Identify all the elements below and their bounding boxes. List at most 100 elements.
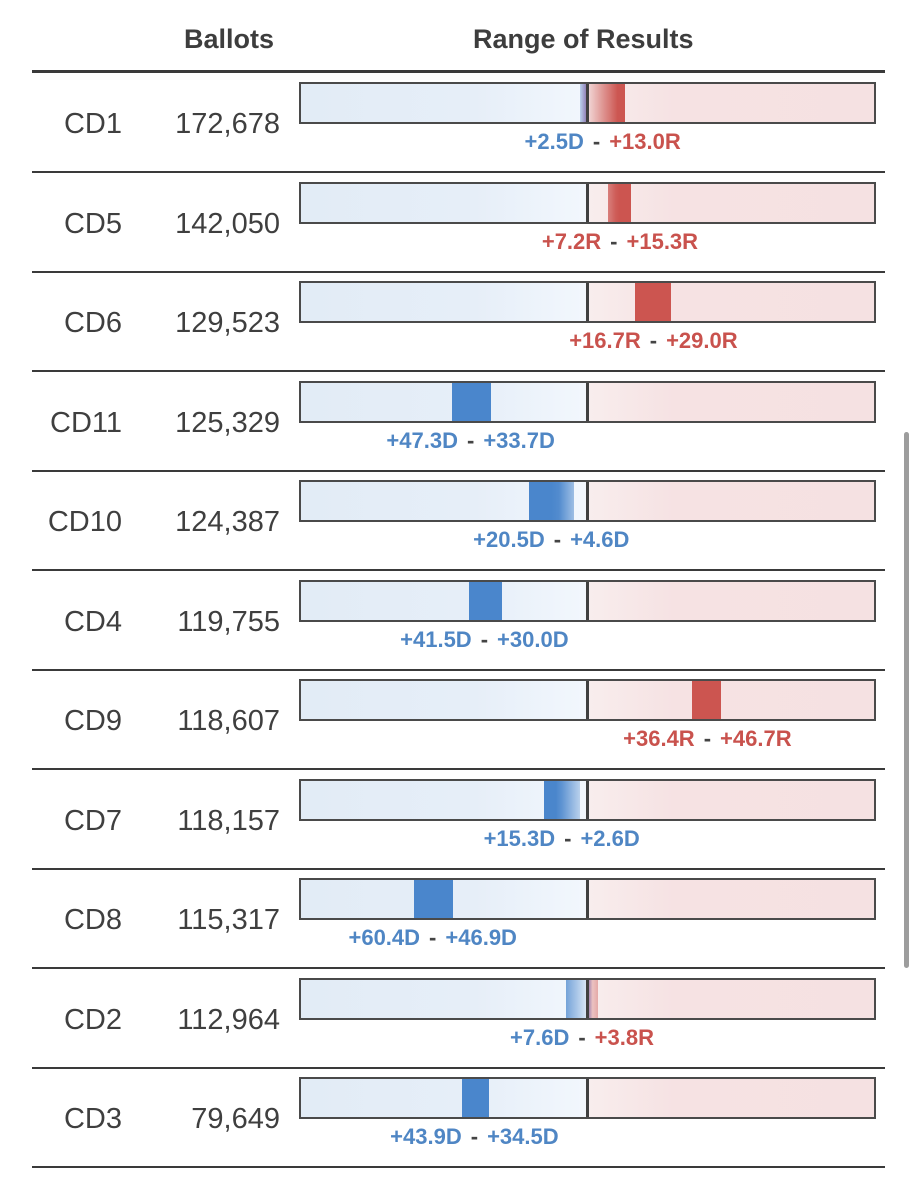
range-segment <box>468 581 502 620</box>
range-low-label: +2.5D <box>524 129 584 154</box>
table-row: CD2 112,964 +7.6D - +3.8R <box>32 969 885 1069</box>
center-line <box>586 283 589 321</box>
district-label: CD7 <box>63 804 122 837</box>
ballot-count: 112,964 <box>177 1003 280 1036</box>
range-low-label: +7.6D <box>510 1024 570 1050</box>
district-label: CD3 <box>63 1103 122 1135</box>
range-segment <box>461 1079 489 1117</box>
range-bar <box>299 281 876 323</box>
ballot-count: 142,050 <box>175 207 280 240</box>
range-separator: - <box>592 129 601 154</box>
range-label: +43.9D - +34.5D <box>390 1124 558 1150</box>
table-row: CD11 125,329 +47.3D - +33.7D <box>32 372 885 472</box>
table-row: CD10 124,387 +20.5D - +4.6D <box>32 471 885 571</box>
ballot-count: 118,157 <box>177 804 280 837</box>
row-divider <box>32 867 885 870</box>
range-separator: - <box>564 825 572 851</box>
range-label: +7.2R - +15.3R <box>542 229 698 255</box>
range-separator: - <box>553 527 562 552</box>
range-label: +41.5D - +30.0D <box>400 627 568 653</box>
table-row: CD6 129,523 +16.7R - +29.0R <box>32 272 885 372</box>
range-high-label: +30.0D <box>497 626 569 652</box>
range-label: +16.7R - +29.0R <box>569 328 737 354</box>
center-line <box>586 183 589 222</box>
range-segment <box>608 183 632 222</box>
ballot-count: 79,649 <box>191 1103 280 1135</box>
range-segment <box>691 681 722 719</box>
row-divider <box>32 1166 885 1168</box>
range-separator: - <box>610 228 618 254</box>
range-separator: - <box>470 1124 479 1149</box>
center-line <box>586 780 589 819</box>
range-low-label: +16.7R <box>569 328 641 353</box>
range-high-label: +46.7R <box>720 726 792 751</box>
range-segment <box>635 283 671 321</box>
range-low-label: +43.9D <box>390 1124 462 1149</box>
ballot-count: 124,387 <box>175 506 280 538</box>
header-divider <box>32 70 885 73</box>
range-low-label: +41.5D <box>400 626 472 652</box>
range-separator: - <box>429 925 437 950</box>
range-label: +36.4R - +46.7R <box>623 726 791 752</box>
table-row: CD7 118,157 +15.3D - +2.6D <box>32 770 885 870</box>
center-line <box>586 84 589 122</box>
range-low-label: +60.4D <box>348 925 421 950</box>
center-line <box>586 979 589 1018</box>
range-high-label: +3.8R <box>594 1024 655 1050</box>
row-divider <box>32 569 885 571</box>
range-label: +47.3D - +33.7D <box>386 428 554 454</box>
range-low-label: +15.3D <box>483 825 556 851</box>
ballots-column-header: Ballots <box>184 24 275 54</box>
range-high-label: +2.6D <box>580 825 640 851</box>
range-low-label: +36.4R <box>623 726 695 751</box>
ballot-count: 115,317 <box>177 904 280 936</box>
center-line <box>586 681 589 719</box>
row-divider <box>32 270 885 273</box>
range-label: +20.5D - +4.6D <box>473 527 629 553</box>
range-bar <box>299 82 876 124</box>
range-bar <box>299 380 876 423</box>
range-bar <box>299 579 876 622</box>
row-divider <box>32 668 885 671</box>
district-label: CD11 <box>50 406 122 439</box>
table-row: CD3 79,649 +43.9D - +34.5D <box>32 1068 885 1168</box>
range-separator: - <box>703 726 712 751</box>
range-high-label: +4.6D <box>570 527 630 552</box>
range-high-label: +29.0R <box>666 328 738 353</box>
vertical-scrollbar[interactable] <box>904 432 909 968</box>
range-separator: - <box>578 1024 586 1050</box>
range-bar <box>299 878 876 920</box>
district-label: CD6 <box>63 307 122 339</box>
range-segment <box>543 780 581 819</box>
range-separator: - <box>649 328 658 353</box>
ballot-count: 125,329 <box>175 406 280 439</box>
center-line <box>586 482 589 520</box>
row-divider <box>32 1066 885 1069</box>
district-label: CD2 <box>63 1003 122 1036</box>
center-line <box>586 581 589 620</box>
table-row: CD4 119,755 +41.5D - +30.0D <box>32 571 885 671</box>
range-high-label: +13.0R <box>609 129 681 154</box>
range-label: +60.4D - +46.9D <box>348 925 516 951</box>
row-divider <box>32 370 885 372</box>
range-label: +7.6D - +3.8R <box>510 1025 654 1051</box>
range-bar <box>299 480 876 522</box>
row-divider <box>32 469 885 472</box>
row-divider <box>32 967 885 969</box>
row-divider <box>32 171 885 173</box>
range-segment <box>565 979 599 1018</box>
center-line <box>586 1079 589 1117</box>
range-bar <box>299 977 876 1020</box>
range-low-label: +7.2R <box>541 228 602 254</box>
ballot-count: 129,523 <box>175 307 280 339</box>
range-low-label: +47.3D <box>386 427 458 453</box>
range-bar <box>299 1077 876 1119</box>
range-separator: - <box>480 626 489 652</box>
district-label: CD5 <box>63 207 122 240</box>
district-label: CD1 <box>63 108 122 140</box>
range-segment <box>451 382 491 421</box>
table-row: CD5 142,050 +7.2R - +15.3R <box>32 173 885 273</box>
range-high-label: +15.3R <box>626 228 699 254</box>
range-high-label: +34.5D <box>487 1124 559 1149</box>
range-label: +2.5D - +13.0R <box>525 129 681 155</box>
